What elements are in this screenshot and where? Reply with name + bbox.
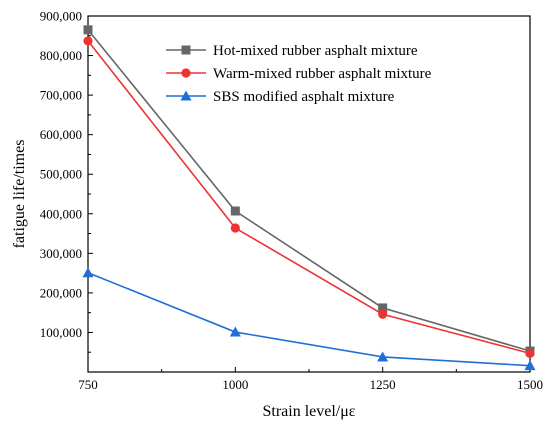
y-tick-label: 400,000 [40, 206, 82, 221]
y-tick-label: 100,000 [40, 325, 82, 340]
x-tick-label: 1250 [370, 377, 396, 392]
legend-item: SBS modified asphalt mixture [166, 89, 395, 105]
legend-marker [181, 45, 191, 55]
data-point [83, 25, 93, 35]
data-series [82, 25, 536, 371]
series-line [87, 40, 531, 355]
axis-ticks: 750 1000 1250 1500 100,000 200,000 300,000 400,… [40, 9, 543, 393]
data-point [230, 206, 240, 216]
y-tick-label: 200,000 [40, 285, 82, 300]
data-point [378, 309, 388, 319]
x-tick-label: 1000 [222, 377, 248, 392]
data-point [377, 351, 389, 362]
data-point [83, 36, 93, 46]
legend: Hot-mixed rubber asphalt mixture Warm-mix… [166, 43, 432, 105]
legend-label: SBS modified asphalt mixture [213, 89, 395, 105]
y-tick-label: 300,000 [40, 246, 82, 261]
series-line [87, 29, 531, 352]
data-point [229, 326, 241, 337]
series-3 [82, 267, 536, 371]
data-point [524, 360, 536, 371]
legend-label: Warm-mixed rubber asphalt mixture [213, 66, 432, 82]
y-tick-label: 800,000 [40, 48, 82, 63]
data-point [82, 267, 94, 278]
series-2 [83, 36, 535, 359]
y-tick-label: 900,000 [40, 9, 82, 24]
data-point [230, 223, 240, 233]
y-tick-label: 500,000 [40, 167, 82, 182]
series-line [87, 271, 531, 367]
data-point [525, 348, 535, 359]
legend-marker [181, 68, 191, 78]
x-axis-title: Strain level/με [262, 403, 355, 420]
legend-item: Warm-mixed rubber asphalt mixture [166, 66, 432, 82]
y-tick-label: 700,000 [40, 88, 82, 103]
x-tick-label: 1500 [517, 377, 543, 392]
y-axis-title: fatigue life/times [11, 140, 28, 249]
y-tick-label: 600,000 [40, 127, 82, 142]
x-tick-label: 750 [78, 377, 98, 392]
legend-label: Hot-mixed rubber asphalt mixture [213, 43, 418, 59]
legend-item: Hot-mixed rubber asphalt mixture [166, 43, 418, 59]
legend-marker [180, 90, 192, 101]
data-point [378, 303, 388, 313]
